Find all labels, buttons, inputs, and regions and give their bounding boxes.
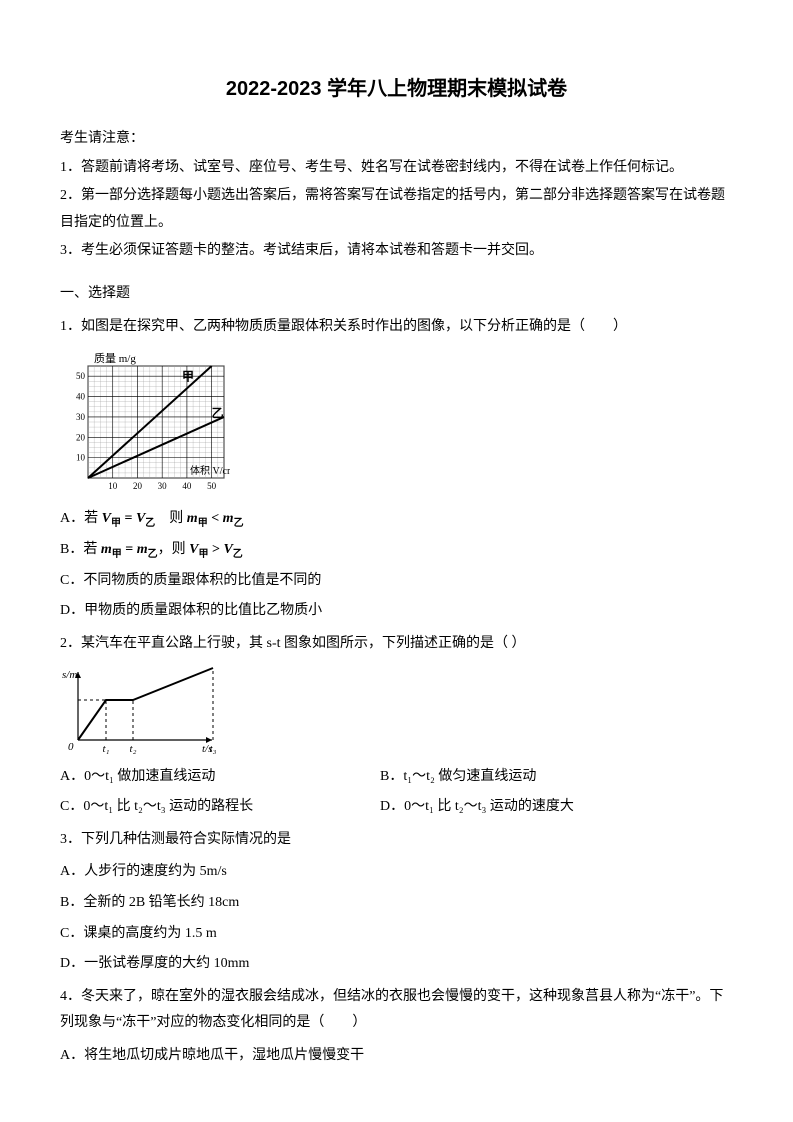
- option-b: B．t₁～t₂ 做匀速直线运动: [380, 764, 640, 791]
- svg-text:20: 20: [76, 432, 86, 442]
- option-a: A．将生地瓜切成片晾地瓜干，湿地瓜片慢慢变干: [60, 1043, 733, 1070]
- svg-text:t₁: t₁: [103, 743, 110, 755]
- svg-text:乙: 乙: [212, 406, 224, 420]
- exam-title: 2022-2023 学年八上物理期末模拟试卷: [60, 70, 733, 108]
- svg-text:40: 40: [182, 481, 192, 491]
- svg-text:t₃: t₃: [210, 743, 217, 755]
- option-label: A．若: [60, 511, 102, 526]
- option-c: C．0～t₁ 比 t₂～t₃ 运动的路程长: [60, 794, 320, 821]
- option-a: A．0～t₁ 做加速直线运动: [60, 764, 320, 791]
- svg-text:0: 0: [68, 741, 74, 753]
- question-stem: 2．某汽车在平直公路上行驶，其 s-t 图象如图所示，下列描述正确的是（ ）: [60, 631, 733, 658]
- option-c: C．课桌的高度约为 1.5 m: [60, 921, 733, 948]
- svg-text:体积 V/cm³: 体积 V/cm³: [190, 465, 230, 477]
- svg-text:质量 m/g: 质量 m/g: [94, 352, 136, 365]
- option-text: ，则: [158, 542, 190, 557]
- option-b: B．若 m甲 = m乙，则 V甲 > V乙: [60, 537, 733, 564]
- q1-chart: 10 20 30 40 50 10 20 30 40 50 质量 m/g 体积 V/cm³ 甲乙: [60, 348, 230, 498]
- svg-text:30: 30: [76, 412, 86, 422]
- section-heading: 一、选择题: [60, 281, 733, 308]
- svg-text:甲: 甲: [182, 369, 194, 383]
- question-stem: 1．如图是在探究甲、乙两种物质质量跟体积关系时作出的图像，以下分析正确的是（ ）: [60, 314, 733, 341]
- option-d: D．甲物质的质量跟体积的比值比乙物质小: [60, 598, 733, 625]
- svg-text:40: 40: [76, 392, 86, 402]
- q2-chart: s/mt/s0t₁t₂t₃: [60, 666, 220, 756]
- option-a: A．人步行的速度约为 5m/s: [60, 859, 733, 886]
- option-text: 则: [155, 511, 187, 526]
- notice-line: 1．答题前请将考场、试室号、座位号、考生号、姓名写在试卷密封线内，不得在试卷上作…: [60, 155, 733, 182]
- svg-text:t₂: t₂: [130, 743, 137, 755]
- svg-text:10: 10: [108, 481, 118, 491]
- option-label: B．若: [60, 542, 101, 557]
- notice-line: 2．第一部分选择题每小题选出答案后，需将答案写在试卷指定的括号内，第二部分非选择…: [60, 183, 733, 236]
- notice-heading: 考生请注意：: [60, 126, 733, 153]
- svg-text:50: 50: [76, 371, 86, 381]
- notice-line: 3．考生必须保证答题卡的整洁。考试结束后，请将本试卷和答题卡一并交回。: [60, 238, 733, 265]
- option-d: D．0～t₁ 比 t₂～t₃ 运动的速度大: [380, 794, 640, 821]
- option-a: A．若 V甲 = V乙 则 m甲 < m乙: [60, 506, 733, 533]
- svg-text:10: 10: [76, 453, 86, 463]
- option-row: C．0～t₁ 比 t₂～t₃ 运动的路程长 D．0～t₁ 比 t₂～t₃ 运动的…: [60, 794, 733, 821]
- option-d: D．一张试卷厚度的大约 10mm: [60, 951, 733, 978]
- svg-text:20: 20: [133, 481, 143, 491]
- option-b: B．全新的 2B 铅笔长约 18cm: [60, 890, 733, 917]
- option-c: C．不同物质的质量跟体积的比值是不同的: [60, 568, 733, 595]
- question-stem: 3．下列几种估测最符合实际情况的是: [60, 827, 733, 854]
- question-stem: 4．冬天来了，晾在室外的湿衣服会结成冰，但结冰的衣服也会慢慢的变干，这种现象莒县…: [60, 984, 733, 1037]
- option-row: A．0～t₁ 做加速直线运动 B．t₁～t₂ 做匀速直线运动: [60, 764, 733, 791]
- svg-text:50: 50: [207, 481, 217, 491]
- svg-text:s/m: s/m: [62, 669, 77, 681]
- svg-text:30: 30: [158, 481, 168, 491]
